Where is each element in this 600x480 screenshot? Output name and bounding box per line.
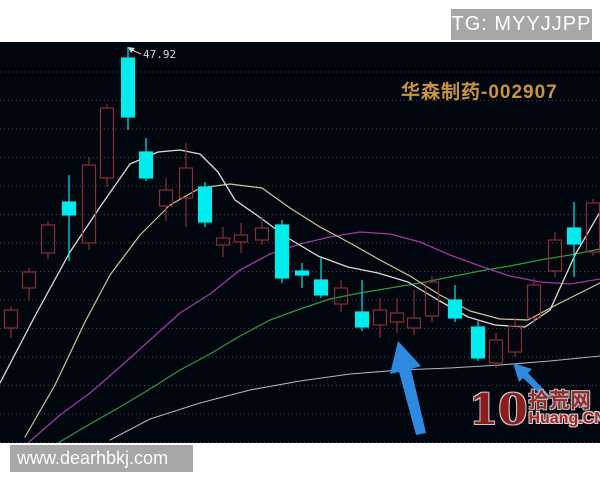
candlestick-down: [274, 224, 290, 279]
buy-arrow-small-icon: [513, 363, 549, 399]
stock-title: 华森制药-002907: [401, 82, 558, 103]
candlestick-up: [406, 317, 422, 329]
candlestick-up: [81, 164, 97, 244]
candlestick-up: [585, 202, 600, 253]
candlestick-up: [372, 309, 388, 326]
candlestick-up: [526, 284, 542, 319]
ma-gray-long: [109, 355, 600, 441]
candlestick-down: [447, 299, 463, 319]
watermark-site-domain: Huang.CN: [528, 410, 600, 427]
candlestick-up: [488, 339, 504, 364]
candlestick-up: [40, 224, 56, 254]
candlestick-up: [178, 167, 194, 199]
candlestick-down: [354, 311, 370, 328]
candlestick-down: [120, 57, 136, 118]
candlestick-up: [254, 227, 270, 241]
candlestick-down: [61, 201, 77, 216]
candlestick-down: [313, 279, 329, 296]
candlestick-down: [197, 186, 213, 223]
candlestick-up: [333, 287, 349, 305]
watermark: 10 拾荒网 Huang.CN: [469, 385, 600, 434]
candlestick-up: [3, 309, 19, 329]
ma-yellow: [24, 183, 600, 438]
candlestick-up: [547, 239, 563, 272]
candlestick-up: [233, 234, 249, 243]
ma-magenta: [27, 231, 600, 443]
peak-pointer-arrowhead-icon: [128, 47, 135, 53]
watermark-site-name: 拾荒网: [528, 390, 592, 412]
chart-area: 47.92 华森制药-002907 10 拾荒网 Huang.CN: [0, 42, 600, 443]
candlestick-down: [566, 227, 582, 245]
watermark-text-column: 拾荒网 Huang.CN: [528, 390, 600, 427]
bottom-banner: www.dearhbkj.com: [0, 443, 600, 480]
tg-badge: TG: MYYJJPP: [451, 9, 592, 40]
candlestick-down: [138, 151, 154, 179]
ma-green: [57, 248, 600, 443]
candlestick-up: [21, 271, 37, 289]
candlestick-chart: 47.92: [0, 47, 600, 443]
buy-arrow-large-icon: [390, 341, 426, 435]
watermark-10-logo: 10: [469, 385, 528, 434]
peak-pointer-line: [131, 49, 142, 55]
candlestick-down: [294, 270, 310, 276]
candlestick-up: [424, 281, 440, 317]
candlestick-up: [389, 312, 405, 323]
candlestick-up: [507, 325, 523, 353]
candlestick-up: [158, 189, 174, 207]
top-banner: TG: MYYJJPP: [0, 0, 600, 42]
candlestick-up: [99, 107, 115, 179]
candlestick-up: [215, 237, 231, 246]
site-url: www.dearhbkj.com: [10, 445, 193, 472]
candlestick-down: [470, 326, 486, 359]
peak-price-label: 47.92: [143, 48, 176, 61]
